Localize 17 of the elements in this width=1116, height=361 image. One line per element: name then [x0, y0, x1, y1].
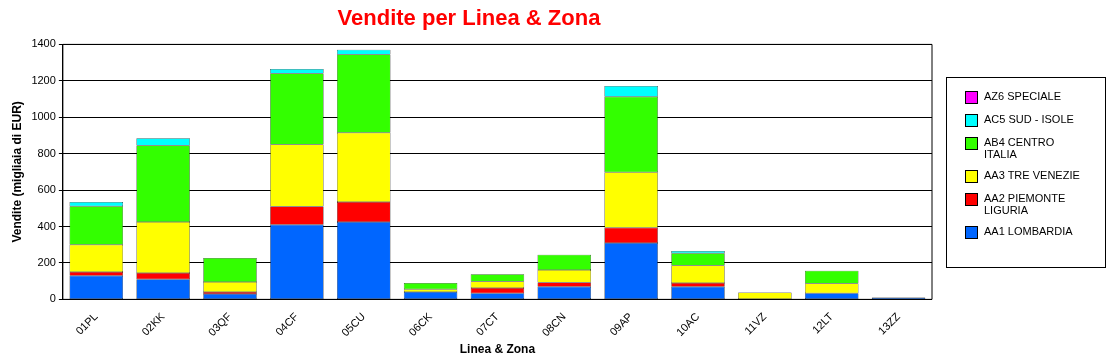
y-tick-label: 400: [37, 219, 56, 232]
legend-label: AB4 CENTRO ITALIA: [984, 136, 1056, 160]
y-tick-label: 600: [37, 183, 56, 196]
y-tick-label: 800: [37, 146, 56, 159]
y-tick-label: 200: [37, 255, 56, 268]
y-tick-label: 0: [49, 292, 56, 305]
y-axis-title: Vendite (migliaia di EUR): [9, 101, 24, 243]
y-tick-label: 1400: [31, 37, 56, 50]
x-axis-title: Linea & Zona: [459, 342, 536, 357]
legend-label: AA2 PIEMONTE LIGURIA: [984, 192, 1067, 216]
legend-label: AA3 TRE VENEZIE: [984, 169, 1081, 181]
legend-label: AC5 SUD - ISOLE: [984, 113, 1075, 125]
legend-label: AA1 LOMBARDIA: [984, 225, 1074, 237]
legend-label: AZ6 SPECIALE: [984, 90, 1063, 102]
y-tick-label: 1000: [31, 110, 56, 123]
chart-title: Vendite per Linea & Zona: [337, 5, 602, 31]
y-tick-label: 1200: [31, 73, 56, 86]
